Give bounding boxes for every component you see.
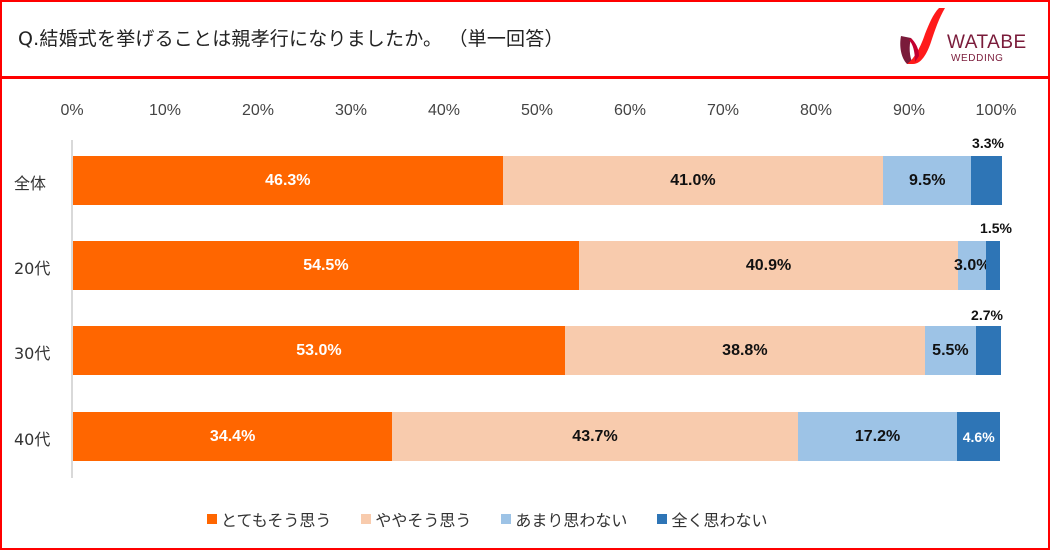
data-label: 43.7% xyxy=(572,427,618,445)
segment-somewhat-agree: 38.8% xyxy=(564,326,925,375)
segment-not-at-all xyxy=(986,241,1001,290)
segment-strongly-agree: 34.4% xyxy=(73,412,393,461)
data-label: 5.5% xyxy=(932,341,969,359)
segment-somewhat-agree: 41.0% xyxy=(502,156,884,205)
bar-row-overall: 46.3% 41.0% 9.5% xyxy=(73,156,1002,205)
x-tick: 20% xyxy=(241,102,275,119)
category-label: 全体 xyxy=(14,174,47,193)
segment-somewhat-agree: 43.7% xyxy=(392,412,798,461)
y-axis-line xyxy=(71,140,73,478)
legend-item-not-really: あまり思わない xyxy=(501,507,627,531)
data-label: 3.0% xyxy=(953,256,991,274)
x-tick: 90% xyxy=(892,102,926,119)
category-label: 20代 xyxy=(14,259,51,278)
legend-swatch-icon xyxy=(657,514,668,524)
legend-swatch-icon xyxy=(501,514,512,524)
legend-label: あまり思わない xyxy=(515,511,628,530)
x-tick: 50% xyxy=(520,102,554,119)
x-tick: 10% xyxy=(148,102,182,119)
legend-label: ややそう思う xyxy=(375,511,472,530)
legend-item-strongly-agree: とてもそう思う xyxy=(207,507,331,531)
data-label: 41.0% xyxy=(670,171,716,189)
legend-swatch-icon xyxy=(207,514,217,524)
segment-not-at-all xyxy=(971,156,1002,205)
data-label: 46.3% xyxy=(265,171,311,189)
data-label: 54.5% xyxy=(303,256,349,274)
data-label-outside: 2.7% xyxy=(971,307,1003,323)
x-tick: 100% xyxy=(975,102,1017,119)
data-label-outside: 1.5% xyxy=(980,220,1012,236)
header-divider xyxy=(0,76,1050,79)
chart-legend: とてもそう思う ややそう思う あまり思わない 全く思わない xyxy=(207,507,767,531)
category-label: 30代 xyxy=(14,344,51,363)
legend-label: とてもそう思う xyxy=(221,511,332,530)
x-tick: 80% xyxy=(799,102,833,119)
data-label: 34.4% xyxy=(209,427,256,445)
legend-swatch-icon xyxy=(361,514,372,524)
segment-somewhat-agree: 40.9% xyxy=(578,241,959,290)
data-label: 17.2% xyxy=(854,427,901,445)
data-label: 53.0% xyxy=(296,341,342,359)
x-tick: 60% xyxy=(613,102,647,119)
bar-row-40s: 34.4% 43.7% 17.2% 4.6% xyxy=(73,412,1001,461)
segment-strongly-agree: 46.3% xyxy=(73,156,503,205)
data-label-outside: 3.3% xyxy=(972,135,1004,151)
data-label: 9.5% xyxy=(908,171,946,189)
data-label: 40.9% xyxy=(745,256,792,274)
watabe-wedding-logo: WATABE WEDDING xyxy=(895,6,1027,70)
question-title: Q.結婚式を挙げることは親孝行になりましたか。 （単一回答） xyxy=(18,28,564,50)
bar-row-30s: 53.0% 38.8% 5.5% xyxy=(73,326,1001,375)
segment-not-at-all: 4.6% xyxy=(957,412,1001,461)
segment-not-really: 3.0% xyxy=(954,241,990,290)
data-label: 38.8% xyxy=(722,341,768,359)
data-label: 4.6% xyxy=(962,428,995,445)
logo-subtitle: WEDDING xyxy=(951,53,1004,64)
segment-not-really: 9.5% xyxy=(883,156,972,205)
legend-label: 全く思わない xyxy=(671,511,768,530)
segment-strongly-agree: 54.5% xyxy=(73,241,579,290)
segment-not-at-all xyxy=(975,326,1001,375)
segment-not-really: 5.5% xyxy=(924,326,976,375)
legend-item-not-at-all: 全く思わない xyxy=(657,507,767,531)
segment-not-really: 17.2% xyxy=(797,412,958,461)
x-tick: 70% xyxy=(706,102,740,119)
x-tick: 0% xyxy=(60,102,84,119)
bar-row-20s: 54.5% 40.9% 3.0% xyxy=(73,241,1001,290)
category-label: 40代 xyxy=(14,430,51,449)
logo-wordmark: WATABE xyxy=(947,32,1027,53)
watabe-ribbon-logo-icon xyxy=(900,8,945,64)
x-tick: 30% xyxy=(334,102,368,119)
segment-strongly-agree: 53.0% xyxy=(73,326,565,375)
x-tick: 40% xyxy=(427,102,461,119)
legend-item-somewhat-agree: ややそう思う xyxy=(361,507,471,531)
